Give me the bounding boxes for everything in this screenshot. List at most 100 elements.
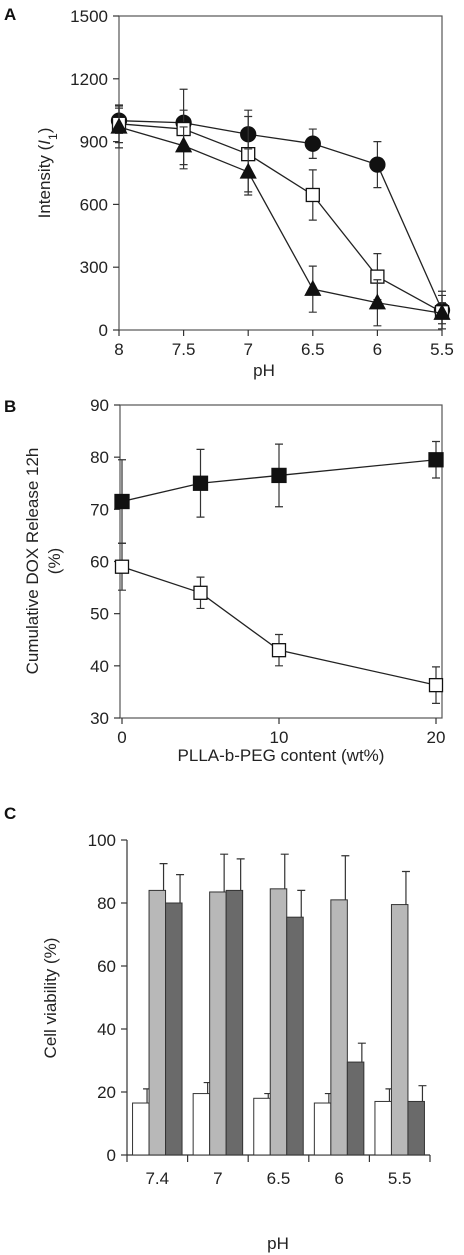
panel-c-bar-group [192, 853, 245, 1156]
panel-b-y-axis-title-line1: Cumulative DOX Release 12h [23, 448, 42, 675]
panel-c-bar [132, 1102, 150, 1156]
panel-c-error-bar [220, 853, 229, 892]
panel-a-data-point [175, 136, 193, 153]
panel-b-series-line [121, 566, 437, 686]
panel-a-series-line [118, 120, 443, 311]
panel-c-error-bar [236, 858, 245, 891]
panel-b-data-point [271, 467, 287, 484]
panel-c-bar [192, 1093, 211, 1156]
panel-b-y-tick-label: 50 [90, 605, 109, 624]
panel-c: C 0 20 40 60 80 100 7.4 7 6.5 6 5.5 pH Cell viabi… [4, 804, 431, 1253]
panel-c-y-tick-label: 100 [88, 831, 116, 850]
panel-b-plot-frame [119, 404, 443, 719]
panel-b-y-ticks: 30 40 50 60 70 80 90 [90, 396, 120, 728]
panel-b-series-2 [114, 542, 444, 704]
panel-a-y-tick-label: 300 [80, 258, 108, 277]
panel-c-x-tick-label: 7.4 [145, 1169, 169, 1188]
panel-c-bars [132, 853, 427, 1156]
panel-a-series-line [118, 126, 443, 314]
panel-b-x-tick-label: 10 [270, 728, 289, 747]
panel-a-series-1 [110, 107, 451, 330]
panel-a-data-point [305, 187, 320, 203]
panel-c-y-ticks: 0 20 40 60 80 100 [88, 831, 127, 1165]
panel-b-series-line [121, 459, 437, 503]
panel-a-letter: A [4, 5, 16, 24]
panel-a-y-ticks: 0 300 600 900 1200 1500 [70, 7, 119, 340]
panel-b-y-tick-label: 80 [90, 448, 109, 467]
panel-b-x-ticks: 0 10 20 [117, 718, 445, 747]
panel-a-data-point [304, 135, 321, 152]
panel-c-y-tick-label: 80 [97, 894, 116, 913]
panel-a-x-tick-label: 8 [114, 340, 123, 359]
panel-a-y-tick-label: 1500 [70, 7, 108, 26]
panel-c-y-tick-label: 20 [97, 1083, 116, 1102]
panel-a-y-tick-label: 900 [80, 133, 108, 152]
panel-c-x-ticks: 7.4 7 6.5 6 5.5 [126, 1155, 431, 1188]
panel-c-error-bar [159, 863, 168, 891]
panel-a-data-point [110, 117, 128, 134]
panel-c-bar-group [313, 855, 366, 1156]
panel-a-series-3 [110, 105, 451, 327]
panel-c-y-tick-label: 40 [97, 1020, 116, 1039]
panel-a: A 0 300 600 900 1200 1500 8 7.5 7 6.5 6 5.5 pH Int… [4, 5, 454, 380]
panel-c-bar [390, 904, 409, 1156]
panel-c-error-bar [297, 889, 306, 918]
panel-c-letter: C [4, 804, 16, 823]
panel-a-x-tick-label: 7 [243, 340, 252, 359]
panel-c-x-tick-label: 6 [334, 1169, 343, 1188]
panel-b-data-point [193, 585, 208, 600]
panel-b-letter: B [4, 397, 16, 416]
panel-c-bar [407, 1100, 425, 1156]
panel-c-y-tick-label: 0 [107, 1146, 116, 1165]
panel-a-y-axis-title: Intensity (I1) [35, 128, 60, 219]
panel-c-bar-group [374, 870, 427, 1156]
panel-c-bar [374, 1100, 392, 1156]
panel-b-series [114, 440, 444, 704]
panel-a-y-tick-label: 600 [80, 195, 108, 214]
panel-c-bar [209, 891, 227, 1156]
panel-a-x-tick-label: 6 [373, 340, 382, 359]
panel-a-data-point [304, 279, 322, 296]
panel-a-plot-frame [118, 15, 443, 331]
panel-b-data-point [114, 559, 130, 574]
panel-b-y-tick-label: 40 [90, 657, 109, 676]
panel-b-data-point [114, 493, 130, 510]
panel-b-y-tick-label: 60 [90, 553, 109, 572]
panel-b-y-axis-title-line2: (%) [45, 548, 64, 574]
panel-a-series-2 [111, 88, 450, 330]
panel-c-bar [313, 1102, 332, 1156]
panel-c-bar [253, 1097, 271, 1156]
panel-b-x-axis-title: PLLA-b-PEG content (wt%) [178, 746, 385, 765]
panel-c-bar-group [132, 863, 185, 1156]
panel-c-error-bar [418, 1085, 427, 1102]
panel-b-data-point [428, 677, 444, 693]
panel-c-error-bar [357, 1042, 366, 1063]
panel-a-x-axis-title: pH [253, 361, 275, 380]
panel-a-data-point [433, 303, 451, 320]
panel-c-y-tick-label: 60 [97, 957, 116, 976]
panel-b-data-point [271, 643, 287, 658]
panel-c-error-bar [401, 870, 410, 905]
panel-c-bar [269, 888, 288, 1156]
panel-c-bar [286, 916, 304, 1156]
panel-a-series-line [118, 123, 443, 313]
panel-a-y-tick-label: 1200 [70, 70, 108, 89]
panel-c-bar [346, 1061, 365, 1156]
panel-a-x-tick-label: 6.5 [301, 340, 325, 359]
panel-b: B 30 40 50 60 70 80 90 0 10 20 PLLA-b-PEG conten… [4, 396, 445, 765]
panel-c-bar [225, 889, 244, 1156]
panel-a-x-ticks: 8 7.5 7 6.5 6 5.5 [114, 330, 454, 359]
panel-c-error-bar [341, 855, 350, 900]
panel-b-x-tick-label: 0 [117, 728, 126, 747]
panel-c-x-axis-title: pH [267, 1234, 289, 1253]
panel-b-series-1 [114, 440, 444, 544]
panel-c-bar-group [253, 853, 306, 1156]
panel-c-error-bar [176, 874, 185, 903]
panel-b-data-point [192, 475, 209, 491]
panel-a-y-tick-label: 0 [99, 321, 108, 340]
panel-c-bar [165, 902, 183, 1156]
panel-a-data-point [369, 156, 386, 173]
panel-b-y-tick-label: 90 [90, 396, 109, 415]
panel-a-data-point [239, 162, 257, 179]
